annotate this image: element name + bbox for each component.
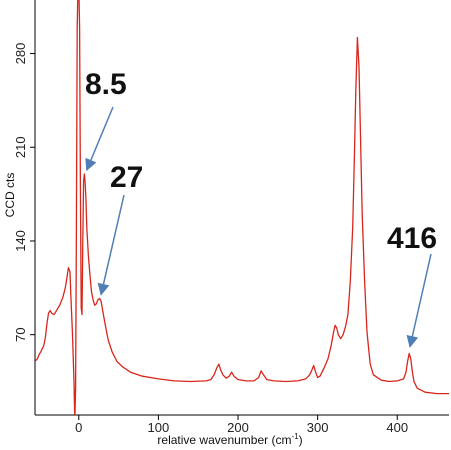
- x-tick-label-300: 300: [307, 420, 329, 435]
- annotation-arrow-8.5: [85, 106, 114, 172]
- annotation-arrow-27: [97, 194, 125, 296]
- x-tick-label-100: 100: [148, 420, 170, 435]
- x-tick-label-400: 400: [386, 420, 408, 435]
- series-layer: [35, 0, 449, 415]
- x-axis-title-main: relative wavenumber (cm: [157, 433, 291, 447]
- y-axis-title: CCD cts: [3, 173, 17, 218]
- annotation-arrow-416: [406, 253, 432, 348]
- y-tick-label-280: 280: [13, 43, 28, 65]
- x-axis-title-superscript: -1: [291, 432, 299, 441]
- y-tick-label-140: 140: [13, 230, 28, 252]
- x-tick-label-200: 200: [227, 420, 249, 435]
- annotation-label-416: 416: [387, 222, 437, 255]
- x-tick-label-0: 0: [75, 420, 82, 435]
- annotation-label-8.5: 8.5: [85, 68, 127, 101]
- x-axis-title-end: ): [299, 433, 303, 447]
- axes: 0 100 200 300 400 70 140 210 280: [13, 0, 449, 435]
- annotation-layer: 8.5 27 416: [85, 68, 437, 348]
- spectrum-line-0: [35, 0, 449, 415]
- y-tick-label-70: 70: [13, 327, 28, 341]
- y-tick-label-210: 210: [13, 136, 28, 158]
- x-axis-title: relative wavenumber (cm-1): [157, 432, 302, 447]
- annotation-label-27: 27: [110, 161, 143, 194]
